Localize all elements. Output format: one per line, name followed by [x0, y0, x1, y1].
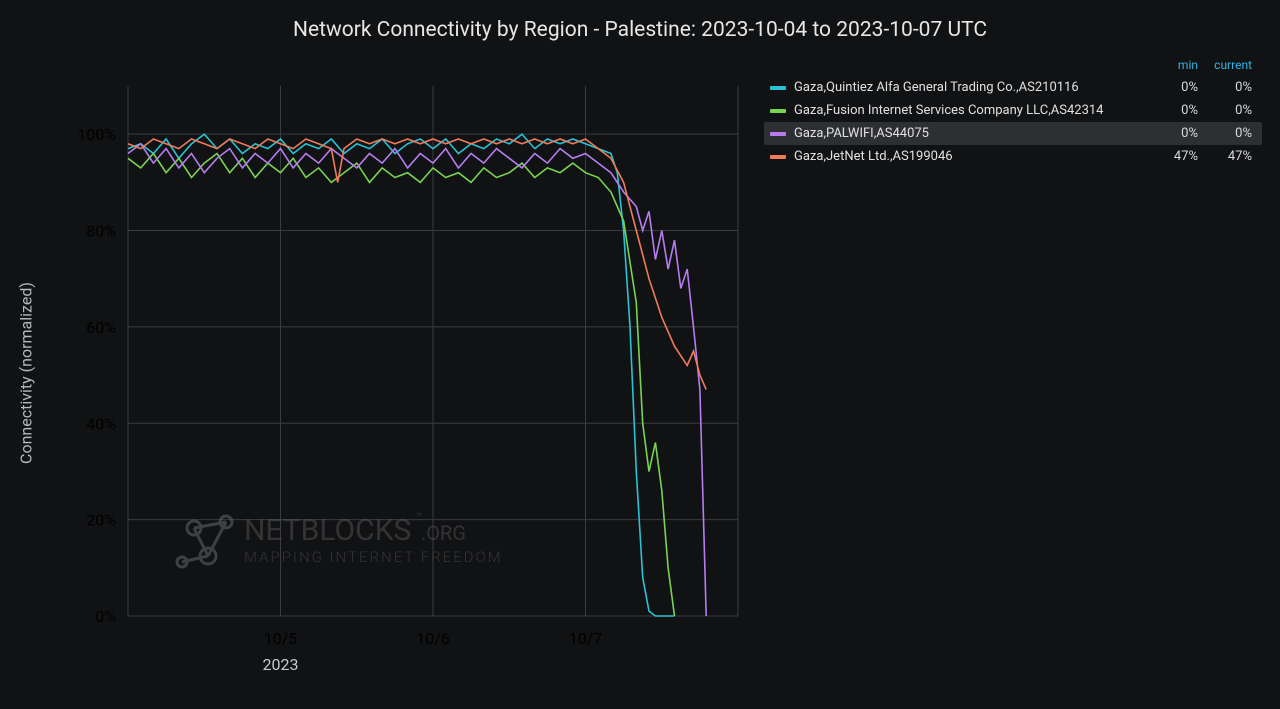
legend-current: 47%: [1198, 149, 1252, 164]
y-tick-label: 0%: [95, 607, 116, 626]
chart-panel: Network Connectivity by Region - Palesti…: [0, 0, 1280, 709]
legend-current: 0%: [1198, 80, 1252, 95]
y-tick-label: 20%: [86, 511, 116, 530]
legend-row-fusion[interactable]: Gaza,Fusion Internet Services Company LL…: [764, 99, 1262, 122]
y-tick-label: 60%: [86, 318, 116, 337]
watermark-main: NETBLOCKS: [244, 513, 411, 548]
legend-row-quintiez[interactable]: Gaza,Quintiez Alfa General Trading Co.,A…: [764, 76, 1262, 99]
y-tick-label: 100%: [77, 125, 116, 144]
legend-min: 0%: [1144, 80, 1198, 95]
watermark-org: .ORG: [421, 521, 466, 545]
legend-current: 0%: [1198, 103, 1252, 118]
legend-header: min current: [764, 58, 1262, 76]
watermark-sub: MAPPING INTERNET FREEDOM: [244, 548, 503, 566]
legend-col-current: current: [1198, 58, 1252, 72]
legend-swatch: [770, 109, 786, 113]
legend-label: Gaza,JetNet Ltd.,AS199046: [794, 149, 1144, 164]
legend-swatch: [770, 155, 786, 159]
y-axis-label: Connectivity (normalized): [17, 282, 36, 464]
legend-swatch: [770, 86, 786, 90]
chart-area: Connectivity (normalized) 0% 20% 40% 60% 80%…: [18, 56, 758, 689]
y-tick-label: 40%: [86, 414, 116, 433]
legend-min: 0%: [1144, 126, 1198, 141]
x-axis-year: 2023: [263, 655, 299, 674]
legend-min: 0%: [1144, 103, 1198, 118]
legend: min current Gaza,Quintiez Alfa General T…: [758, 56, 1262, 689]
legend-min: 47%: [1144, 149, 1198, 164]
legend-label: Gaza,Fusion Internet Services Company LL…: [794, 103, 1144, 118]
chart-content: Connectivity (normalized) 0% 20% 40% 60% 80%…: [18, 56, 1262, 689]
legend-current: 0%: [1198, 126, 1252, 141]
series-jetnet: [128, 139, 706, 390]
legend-label: Gaza,PALWIFI,AS44075: [794, 126, 1144, 141]
legend-row-palwifi[interactable]: Gaza,PALWIFI,AS440750%0%: [764, 122, 1262, 145]
x-tick-label: 10/5: [264, 629, 298, 648]
y-tick-label: 80%: [86, 222, 116, 241]
x-tick-label: 10/6: [416, 629, 450, 648]
legend-label: Gaza,Quintiez Alfa General Trading Co.,A…: [794, 80, 1144, 95]
legend-swatch: [770, 132, 786, 136]
chart-title: Network Connectivity by Region - Palesti…: [18, 18, 1262, 42]
legend-row-jetnet[interactable]: Gaza,JetNet Ltd.,AS19904647%47%: [764, 145, 1262, 168]
x-tick-label: 10/7: [569, 629, 603, 648]
line-chart-svg: 0% 20% 40% 60% 80% 100% 10/5 10/6 10/7 2023 NETBLO…: [18, 56, 758, 696]
legend-col-min: min: [1144, 58, 1198, 72]
svg-text:™: ™: [416, 512, 422, 523]
